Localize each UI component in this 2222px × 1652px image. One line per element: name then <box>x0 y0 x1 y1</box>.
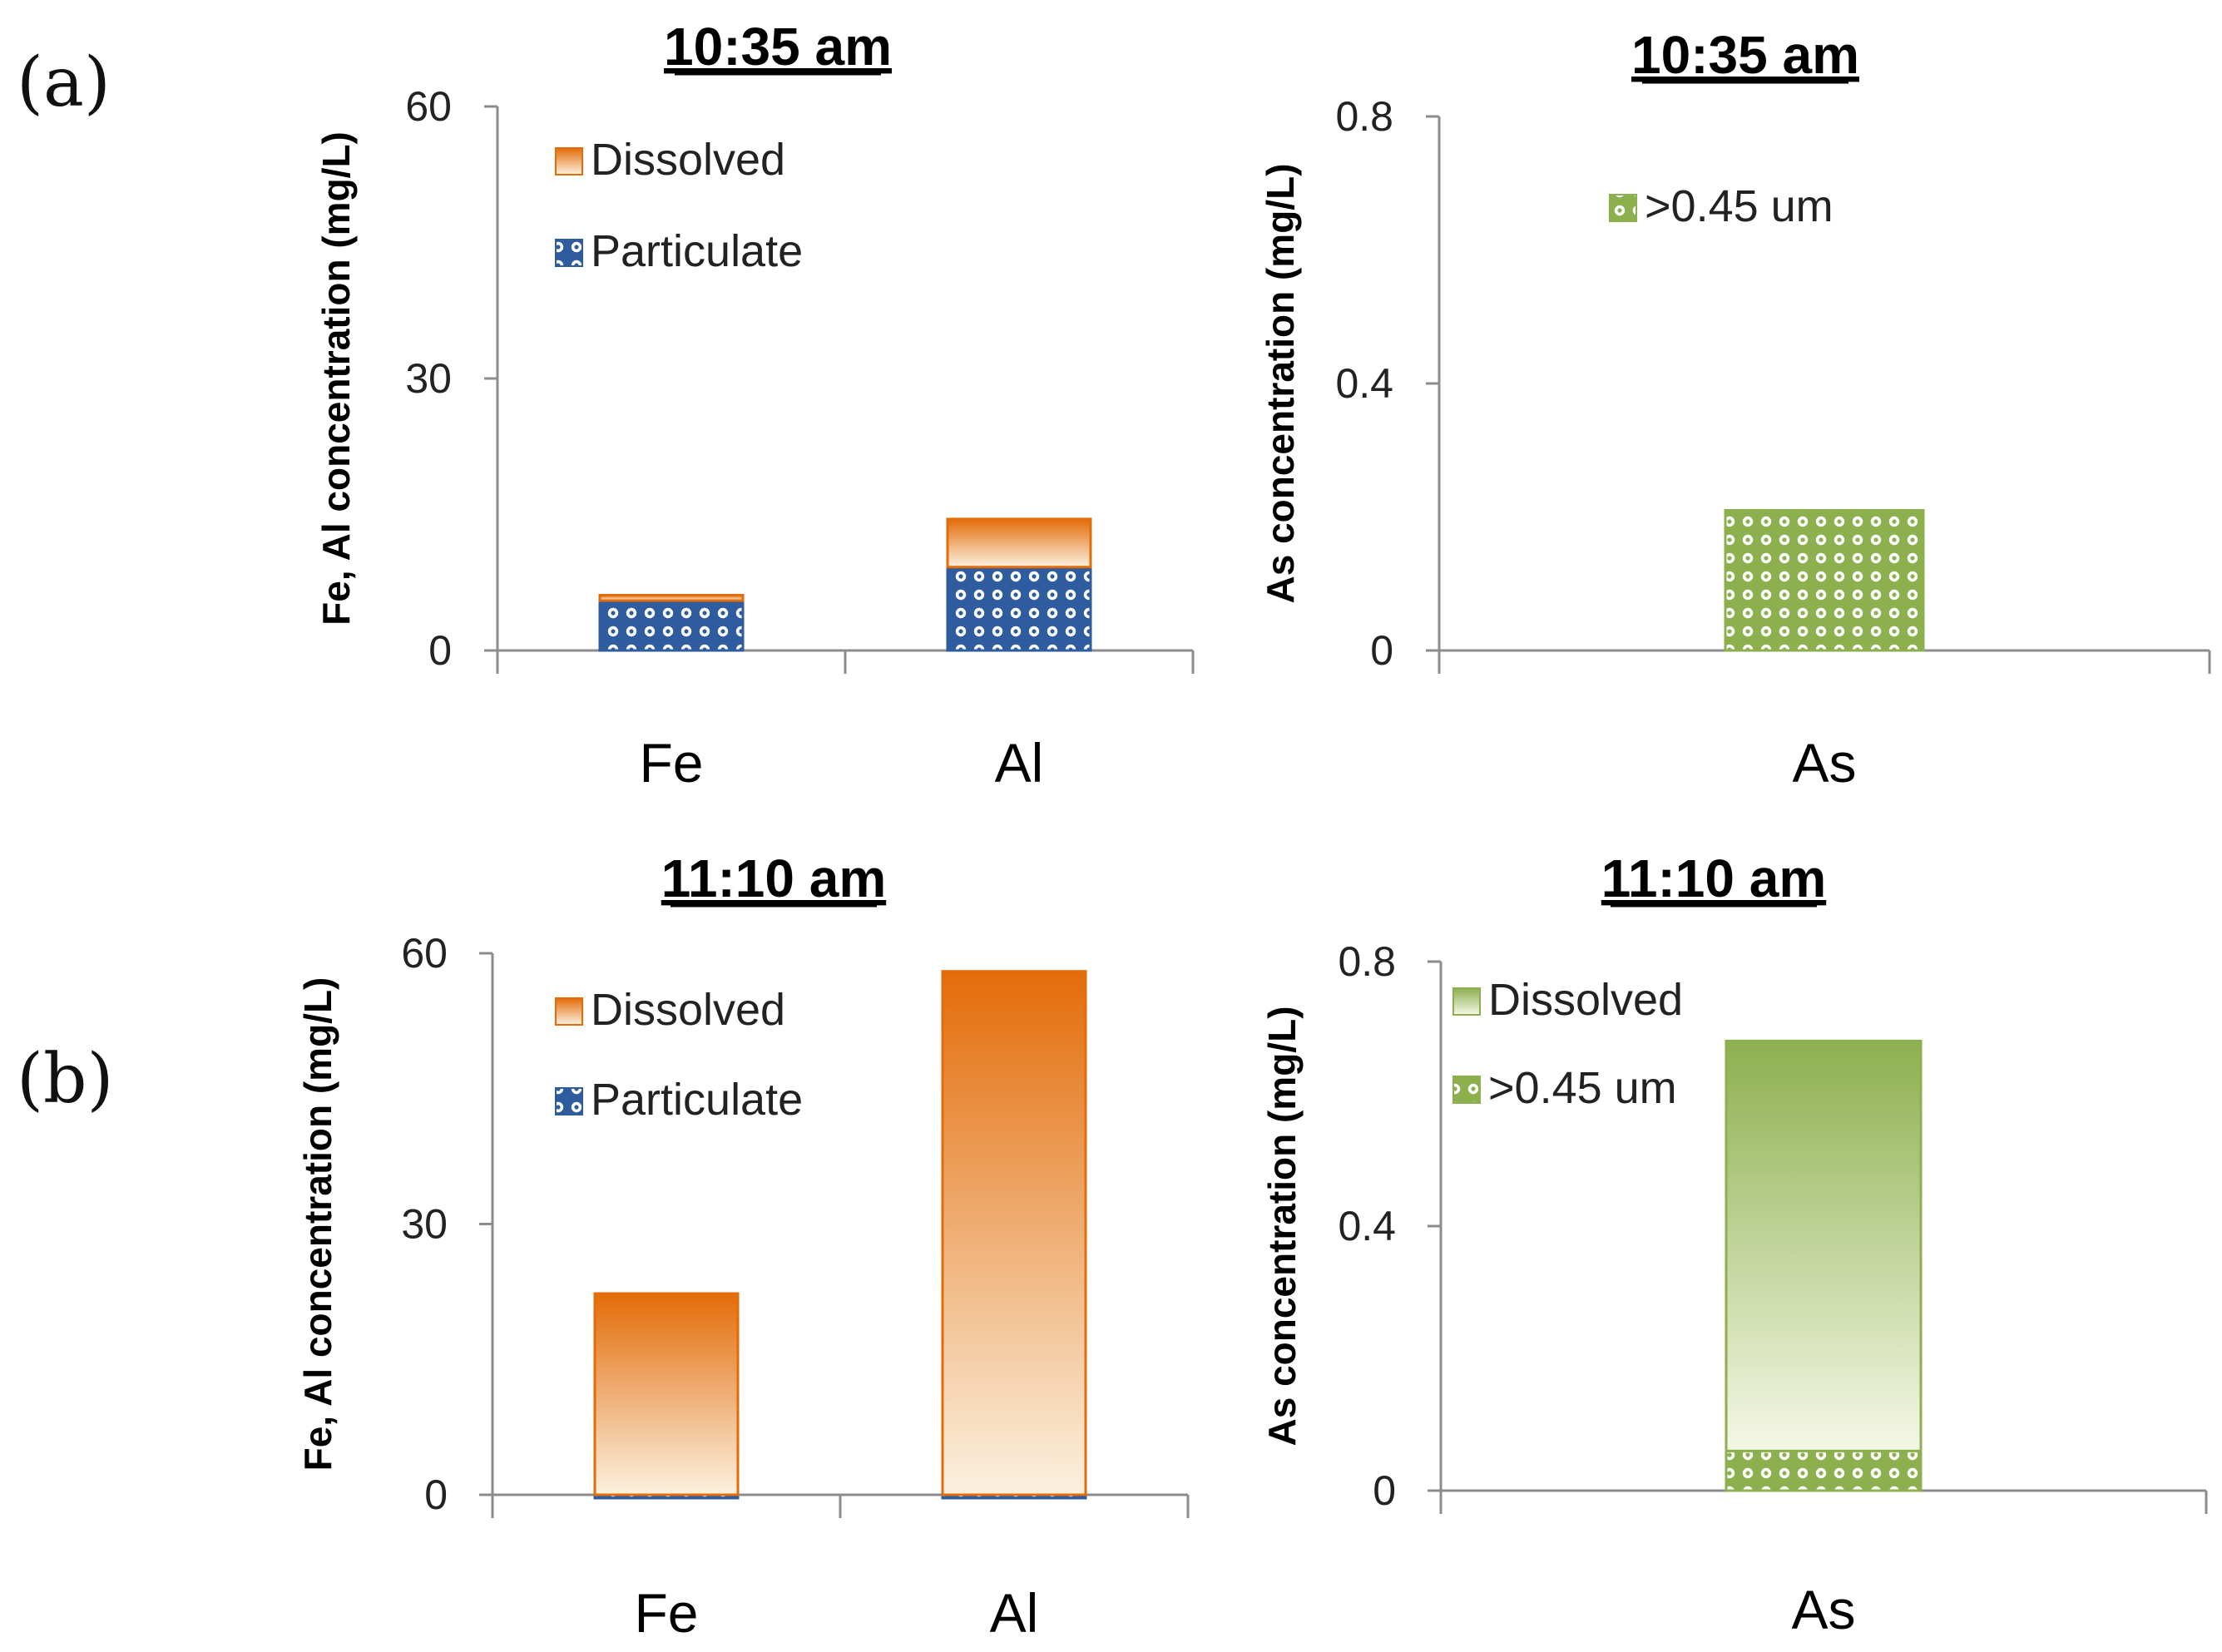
bar-fe-dissolved <box>598 594 745 602</box>
chart-b-left: 11:10 am 0 30 60 Fe, Al concentration (mg/L)… <box>296 848 1190 1644</box>
y-tick-label: 0.4 <box>1335 360 1393 407</box>
bar-fe-dissolved <box>593 1292 740 1496</box>
bar-fe-particulate <box>598 599 745 652</box>
legend-label: >0.45 um <box>1645 181 1834 231</box>
y-tick-label: 0.4 <box>1338 1203 1396 1249</box>
bar-al-particulate <box>946 566 1092 652</box>
panel-label-b: (b) <box>17 1040 114 1119</box>
chart-title: 11:10 am <box>1601 848 1826 908</box>
y-tick-label: 0 <box>424 1471 448 1518</box>
legend-label: Dissolved <box>591 135 785 185</box>
y-tick-label: 0 <box>428 627 452 674</box>
y-tick-label: 0 <box>1373 1467 1396 1514</box>
chart-title: 11:10 am <box>661 848 886 908</box>
bar-as--0-45-um <box>1725 1449 1923 1492</box>
legend-swatch <box>555 1087 583 1115</box>
bar-as-dissolved <box>1725 1039 1923 1452</box>
x-category-label: As <box>1791 1579 1855 1640</box>
x-category-label: Al <box>995 732 1044 794</box>
y-tick-label: 60 <box>401 930 448 977</box>
y-axis-label: Fe, Al concentration (mg/L) <box>314 131 358 626</box>
y-tick-label: 0 <box>1370 627 1393 674</box>
legend-swatch <box>1609 194 1637 222</box>
chart-b-right: 11:10 am 0 0.4 0.8 As concentration (mg/L) As… <box>1260 848 2208 1640</box>
legend-swatch <box>1452 1076 1481 1104</box>
chart-title: 10:35 am <box>1631 25 1859 85</box>
y-axis-label: As concentration (mg/L) <box>1260 1006 1304 1446</box>
bar-al-dissolved <box>946 517 1092 569</box>
panel-label-a: (a) <box>17 43 111 122</box>
legend-label: Dissolved <box>1488 975 1683 1025</box>
y-tick-label: 0.8 <box>1335 93 1393 140</box>
legend-swatch <box>1452 987 1481 1016</box>
x-category-label: As <box>1792 732 1856 794</box>
y-tick-label: 0.8 <box>1338 938 1396 985</box>
x-category-label: Al <box>990 1582 1039 1644</box>
chart-a-left: 10:35 am 0 30 60 Fe, Al concentration (mg/L)… <box>314 17 1195 794</box>
x-category-label: Fe <box>639 732 703 794</box>
legend-swatch <box>555 239 583 267</box>
chart-a-right: 10:35 am 0 0.4 0.8 As concentration (mg/L) As… <box>1259 25 2211 794</box>
bar-al-dissolved <box>941 970 1087 1496</box>
y-tick-label: 30 <box>405 355 452 402</box>
y-tick-label: 60 <box>405 83 452 130</box>
y-axis-label: As concentration (mg/L) <box>1259 163 1302 603</box>
y-tick-label: 30 <box>401 1201 448 1248</box>
x-category-label: Fe <box>634 1582 698 1644</box>
legend-label: Particulate <box>591 226 803 276</box>
legend-label: >0.45 um <box>1488 1063 1677 1113</box>
legend-swatch <box>555 147 583 176</box>
bar-as--0-45-um <box>1724 508 1925 652</box>
y-axis-label: Fe, Al concentration (mg/L) <box>296 977 339 1471</box>
legend-label: Dissolved <box>591 985 785 1035</box>
chart-title: 10:35 am <box>664 17 892 77</box>
legend-swatch <box>555 997 583 1026</box>
legend-label: Particulate <box>591 1075 803 1125</box>
